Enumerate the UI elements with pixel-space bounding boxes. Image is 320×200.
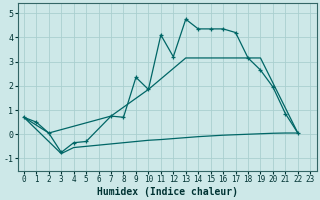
X-axis label: Humidex (Indice chaleur): Humidex (Indice chaleur): [97, 186, 237, 197]
